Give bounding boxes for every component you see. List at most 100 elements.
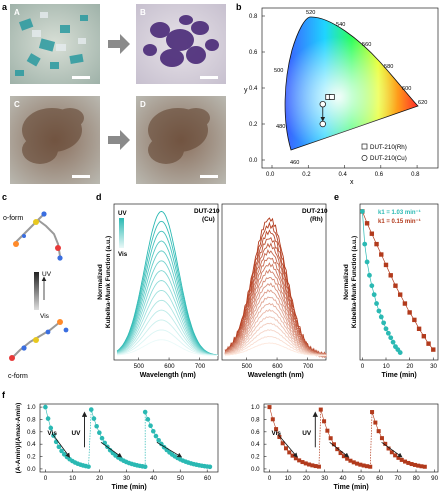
y-tick-label: 0.6	[249, 50, 258, 56]
data-point	[412, 462, 417, 467]
data-point	[307, 462, 312, 467]
x-tick-label: 30	[430, 363, 437, 370]
micrograph-a-letter: A	[14, 8, 20, 17]
vis-label: Vis	[118, 251, 128, 258]
data-point	[159, 441, 164, 447]
spectrum-curve	[116, 309, 219, 356]
x-tick-label: 0.4	[339, 172, 348, 178]
data-point	[335, 447, 340, 452]
data-point-cu	[376, 308, 382, 314]
data-point	[383, 441, 388, 446]
wavelength-label: 620	[418, 100, 427, 106]
data-point	[267, 405, 272, 410]
data-point	[142, 464, 148, 470]
y-tick-label: 0.4	[251, 441, 260, 448]
vis-label: Vis	[271, 430, 281, 437]
data-point	[43, 404, 48, 410]
x-tick-label: 20	[303, 475, 310, 482]
micrograph-c: C	[10, 96, 100, 184]
x-tick-label: 10	[69, 475, 76, 482]
y-tick-label: 0.4	[27, 441, 36, 448]
data-point	[373, 420, 378, 425]
wavelength-label: 500	[274, 68, 283, 74]
data-point	[419, 464, 424, 469]
plot-frame	[359, 203, 439, 361]
data-point	[56, 444, 62, 450]
micrograph-d: D	[136, 96, 226, 184]
x-tick-label: 60	[376, 475, 383, 482]
data-point-rh	[426, 341, 431, 346]
data-point	[386, 446, 391, 451]
cie-wavelength-labels: 460 480 500 520 540 560 580 600 620	[274, 10, 427, 166]
panel-label-e: e	[334, 192, 339, 202]
spectrum-curve	[117, 329, 219, 356]
x-tick-label: 500	[242, 363, 253, 370]
data-point-cu	[397, 350, 403, 355]
panel-label-c: c	[2, 192, 7, 202]
cie-axes: 0.0 0.2 0.4 0.6 0.8 0.0 0.2 0.4 0.6 0.8	[249, 14, 420, 178]
data-point-rh	[364, 221, 370, 226]
y-tick-label: 0.4	[249, 86, 258, 92]
data-point-cu	[369, 283, 375, 289]
data-point	[318, 407, 323, 412]
x-tick-label: 50	[358, 475, 365, 482]
wavelength-label: 480	[276, 124, 285, 130]
x-tick-label: 70	[395, 475, 402, 482]
data-point	[341, 454, 346, 459]
spectrum-curve	[225, 342, 327, 357]
y-tick-label: 0.0	[251, 466, 260, 473]
spectrum-curve	[116, 250, 219, 356]
data-point	[153, 433, 159, 439]
x-tick-label: 20	[406, 363, 413, 370]
x-tick-label: 0.8	[411, 172, 420, 178]
data-point	[91, 416, 97, 421]
data-point	[313, 464, 318, 469]
y-tick-label: 1.0	[27, 404, 36, 411]
uv-label: UV	[302, 430, 312, 437]
chart-title: (Cu)	[202, 216, 215, 223]
chart-title: DUT-210	[302, 208, 328, 215]
chart-title: (Rh)	[310, 216, 323, 223]
c-form-molecule	[9, 319, 69, 361]
y-axis-label: Kubelka-Munk Function (a.u.)	[351, 236, 358, 328]
cie-diagram: 0.0 0.2 0.4 0.6 0.8 0.0 0.2 0.4 0.6 0.8 460 480 500…	[244, 7, 439, 186]
data-point	[88, 407, 94, 412]
data-point	[297, 458, 302, 463]
data-point-cu	[374, 301, 379, 306]
y-axis-label: Kubelka-Munk Function (a.u.)	[105, 236, 112, 328]
y-tick-label: 0.8	[251, 416, 260, 423]
x-tick-label: 40	[150, 475, 157, 482]
data-point	[403, 459, 408, 464]
data-point-cu	[390, 339, 396, 345]
data-point	[290, 453, 295, 458]
micrograph-b: B	[136, 4, 226, 84]
y-tick-label: 0.0	[27, 466, 36, 473]
x-tick-label: 600	[272, 363, 283, 370]
data-point	[303, 461, 308, 466]
data-point	[283, 446, 288, 451]
x-axis-label: Wavelength (nm)	[248, 372, 304, 379]
spectrum-curve	[116, 299, 218, 356]
data-point	[274, 427, 279, 432]
data-point-cu	[385, 330, 391, 336]
data-point-cu	[378, 314, 384, 320]
panel-label-f: f	[2, 390, 6, 400]
uv-label: UV	[118, 210, 127, 217]
data-point	[277, 434, 282, 439]
cie-point-rh	[328, 94, 335, 100]
x-tick-label: 0	[361, 363, 365, 370]
scale-bar	[200, 175, 218, 178]
data-point-cu	[359, 209, 365, 214]
scale-bar	[72, 175, 90, 178]
legend-cu: k1 = 1.03 min⁻¹	[378, 209, 421, 216]
x-tick-label: 50	[177, 475, 184, 482]
spectrum-curve	[224, 329, 327, 357]
o-form-label: o-form	[3, 215, 23, 222]
data-point	[300, 460, 305, 465]
uv-label: UV	[42, 271, 52, 278]
legend-rh: k1 = 0.15 min⁻¹	[378, 218, 421, 225]
data-point	[287, 450, 292, 455]
y-tick-label: 1.0	[251, 404, 260, 411]
x-tick-label: 30	[123, 475, 130, 482]
molecule-switch: o-form UV Vis c-form	[3, 211, 69, 380]
